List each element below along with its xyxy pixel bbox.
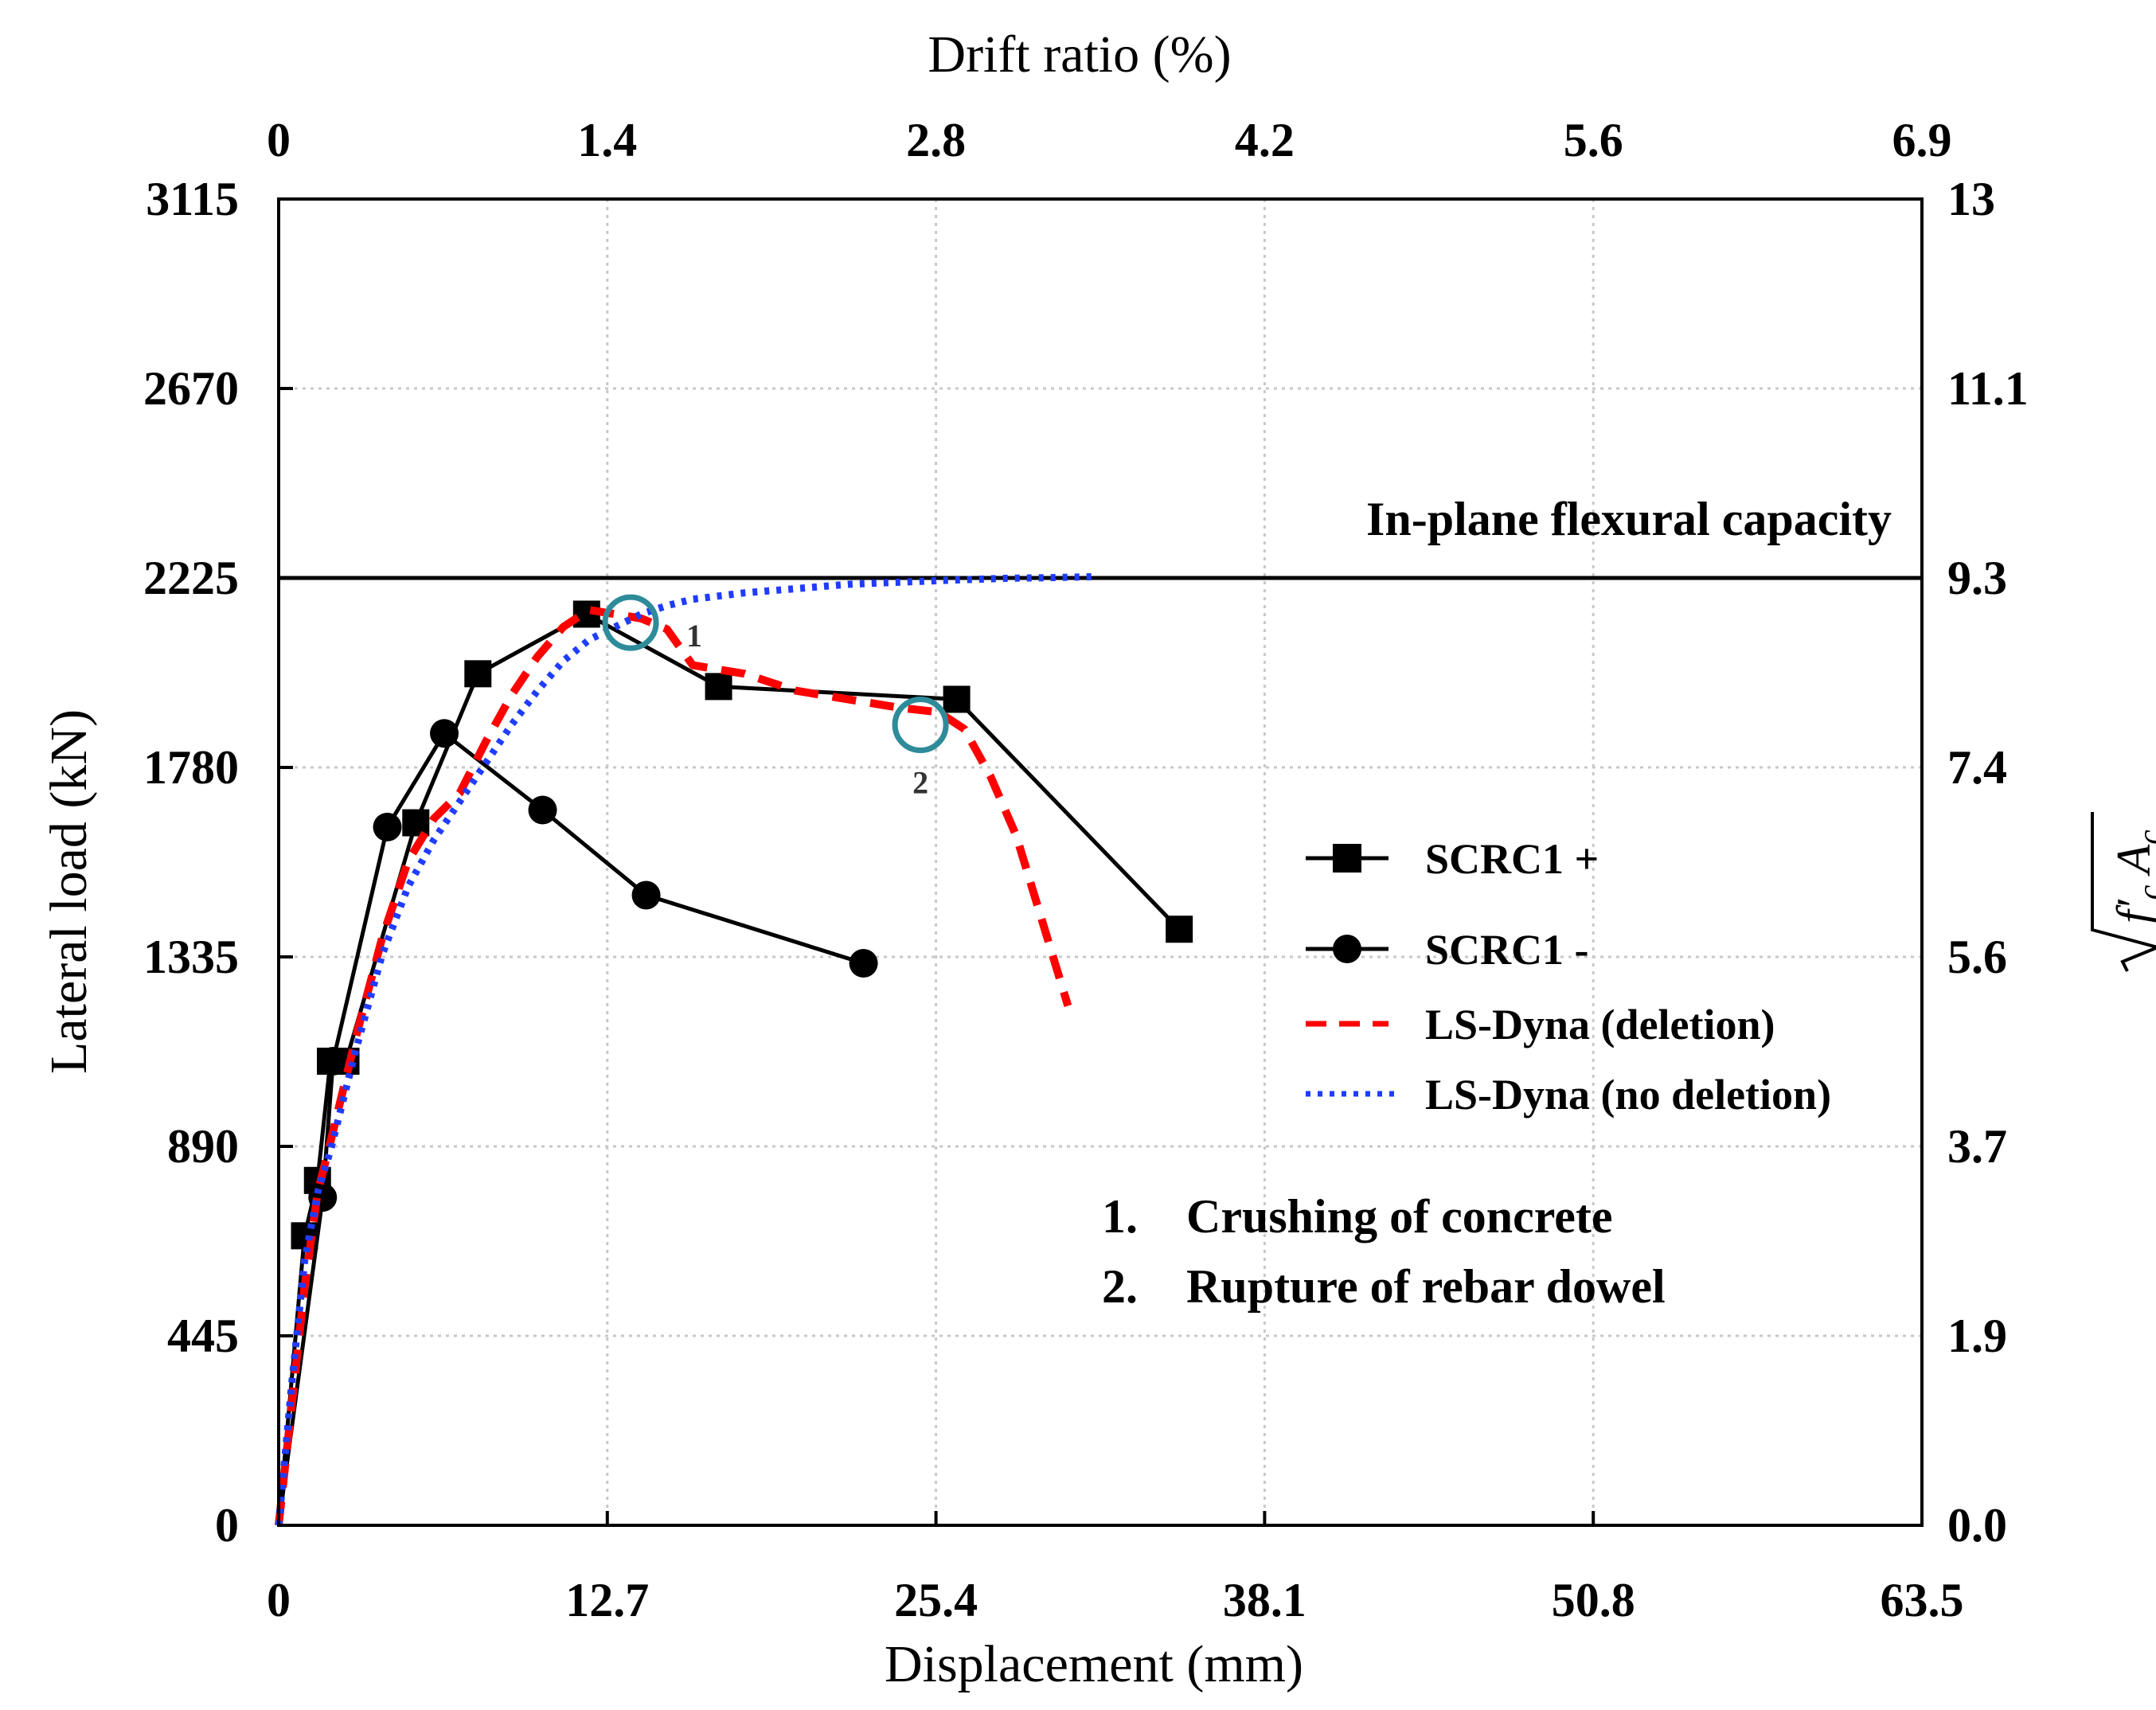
y-tick-label: 445 bbox=[167, 1310, 239, 1362]
y2-tick-label: 0.0 bbox=[1947, 1499, 2007, 1552]
y2-axis-title-text: f′cAc bbox=[2107, 830, 2156, 923]
data-point bbox=[1166, 916, 1193, 943]
legend-label-scrc1-minus: SCRC1 - bbox=[1425, 926, 1589, 974]
failure-marker-2 bbox=[892, 697, 949, 754]
data-point bbox=[849, 949, 878, 978]
data-point bbox=[318, 1047, 348, 1076]
series-line bbox=[276, 612, 1181, 1526]
plot-frame bbox=[277, 197, 1924, 1527]
legend-entry-lsdyna-deletion: LS-Dyna (deletion) bbox=[1306, 1001, 1775, 1048]
x-tick-label: 25.4 bbox=[894, 1574, 978, 1626]
x-axis-title: Displacement (mm) bbox=[885, 1635, 1303, 1693]
note-1-number: 1. bbox=[1102, 1190, 1138, 1243]
data-point bbox=[402, 809, 430, 837]
y2-tick-label: 5.6 bbox=[1947, 931, 2007, 983]
x-tick-label: 38.1 bbox=[1223, 1574, 1306, 1626]
y2-tick-label: 9.3 bbox=[1947, 552, 2007, 604]
series-line bbox=[275, 572, 1095, 1526]
legend-label-lsdyna-deletion: LS-Dyna (deletion) bbox=[1425, 1001, 1775, 1048]
x2-tick-label: 6.9 bbox=[1892, 114, 1952, 166]
note-2-text: Rupture of rebar dowel bbox=[1186, 1260, 1666, 1313]
note-1-text: Crushing of concrete bbox=[1186, 1190, 1613, 1243]
legend-label-lsdyna-no-deletion: LS-Dyna (no deletion) bbox=[1425, 1071, 1831, 1119]
y-tick-label: 1780 bbox=[143, 741, 239, 794]
series-line bbox=[276, 731, 865, 1526]
y-axis-title: Lateral load (kN) bbox=[40, 709, 98, 1074]
legend: SCRC1 + SCRC1 - LS-Dyna (deletion) LS-Dy… bbox=[1306, 835, 1831, 1119]
series-scrc1 bbox=[276, 600, 1193, 1526]
x2-tick-label: 1.4 bbox=[577, 114, 637, 166]
reference-line-label: In-plane flexural capacity bbox=[1366, 493, 1892, 545]
y2-tick-label: 11.1 bbox=[1947, 362, 2029, 415]
y2-tick-label: 3.7 bbox=[1947, 1120, 2007, 1173]
y-tick-label: 0 bbox=[215, 1499, 239, 1552]
data-point bbox=[705, 673, 732, 701]
failure-marker-1 bbox=[602, 594, 659, 651]
y-tick-label: 890 bbox=[167, 1120, 239, 1173]
data-point bbox=[373, 812, 402, 841]
x2-tick-label: 5.6 bbox=[1564, 114, 1623, 166]
series-ls-dyna-no-deletion bbox=[275, 572, 1095, 1526]
y-tick-label: 2225 bbox=[143, 552, 239, 604]
radical-sign bbox=[2091, 812, 2156, 972]
y-tick-label: 2670 bbox=[143, 362, 239, 415]
data-point bbox=[631, 880, 661, 910]
data-point bbox=[528, 795, 557, 825]
legend-label-scrc1-plus: SCRC1 + bbox=[1425, 835, 1599, 883]
series-ls-dyna-deletion bbox=[275, 606, 1072, 1526]
grid-lines bbox=[279, 199, 1922, 1525]
series-group bbox=[275, 572, 1193, 1526]
y2-tick-label: 1.9 bbox=[1947, 1310, 2007, 1362]
y2-tick-label: 13 bbox=[1947, 173, 1995, 225]
x2-tick-label: 4.2 bbox=[1235, 114, 1295, 166]
annotation-markers: 12 bbox=[602, 594, 949, 801]
x-tick-label: 12.7 bbox=[565, 1574, 649, 1626]
failure-marker-label-2: 2 bbox=[912, 765, 928, 801]
x-tick-label: 63.5 bbox=[1881, 1574, 1964, 1626]
note-2-number: 2. bbox=[1102, 1260, 1138, 1313]
y-tick-label: 1335 bbox=[143, 931, 239, 983]
x-tick-label: 50.8 bbox=[1552, 1574, 1635, 1626]
x2-tick-label: 0 bbox=[267, 114, 291, 166]
series-line bbox=[275, 606, 1072, 1526]
legend-entry-lsdyna-no-deletion: LS-Dyna (no deletion) bbox=[1306, 1071, 1831, 1119]
series-scrc1 bbox=[276, 719, 878, 1526]
failure-marker-label-1: 1 bbox=[686, 618, 702, 654]
x2-tick-label: 2.8 bbox=[906, 114, 966, 166]
x-tick-label: 0 bbox=[267, 1574, 291, 1626]
data-point bbox=[943, 685, 971, 713]
failure-notes: 1. Crushing of concrete 2. Rupture of re… bbox=[1102, 1190, 1666, 1313]
legend-entry-scrc1-minus: SCRC1 - bbox=[1306, 926, 1589, 974]
legend-entry-scrc1-plus: SCRC1 + bbox=[1306, 835, 1599, 883]
x2-axis-title: Drift ratio (%) bbox=[928, 25, 1231, 84]
y2-tick-label: 7.4 bbox=[1947, 741, 2007, 794]
data-point bbox=[430, 719, 459, 748]
y2-axis-title: f′cAc bbox=[2091, 812, 2156, 972]
data-point bbox=[464, 660, 492, 688]
y-tick-label: 3115 bbox=[146, 173, 239, 225]
